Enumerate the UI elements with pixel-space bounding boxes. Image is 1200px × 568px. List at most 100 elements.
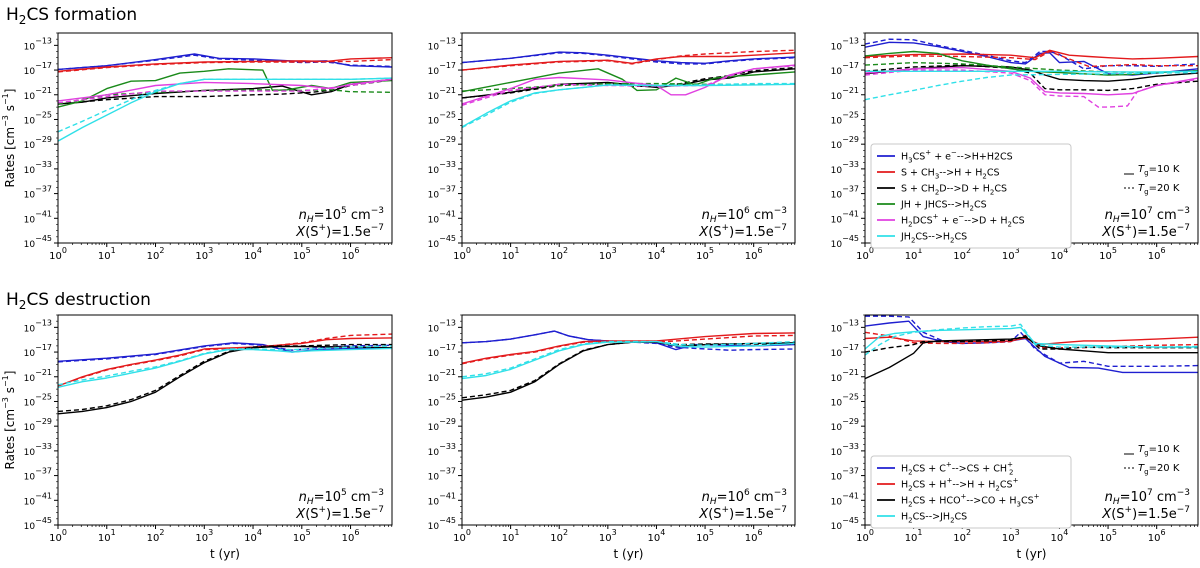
series-line-red-solid bbox=[462, 332, 795, 364]
y-axis-label: Rates [cm−3 s−1] bbox=[1, 89, 17, 188]
series-line-black-solid bbox=[462, 341, 795, 401]
y-tick-label: 10−21 bbox=[428, 86, 456, 102]
abundance-annotation: X(S+)=1.5e−7 bbox=[295, 505, 384, 522]
density-annotation: nH=106 cm−3 bbox=[702, 488, 787, 507]
y-tick-label: 10−13 bbox=[831, 36, 859, 52]
series-line-green-solid bbox=[865, 50, 1198, 76]
temp-legend-label: Tg=20 K bbox=[1138, 183, 1180, 196]
x-tick-label: 105 bbox=[1099, 246, 1117, 262]
series-line-green-dashed bbox=[58, 89, 392, 105]
y-tick-label: 10−17 bbox=[24, 61, 52, 77]
series-line-cyan-solid bbox=[462, 340, 795, 380]
x-tick-label: 100 bbox=[453, 528, 471, 544]
series-line-black-solid bbox=[865, 64, 1198, 82]
series-line-magenta-solid bbox=[462, 64, 795, 105]
series-group bbox=[462, 330, 795, 401]
legend-label: S + CH3-->H + H2CS bbox=[901, 168, 1000, 181]
x-axis-label: t (yr) bbox=[210, 547, 240, 561]
x-tick-label: 106 bbox=[745, 246, 763, 262]
y-axis-label: Rates [cm−3 s−1] bbox=[1, 371, 17, 470]
reaction-legend: H3CS+ + e−-->H+H2CS S + CH3-->H + H2CS S +… bbox=[870, 143, 1072, 249]
series-group bbox=[865, 38, 1198, 108]
legend-box bbox=[870, 455, 1072, 529]
x-axis-label: t (yr) bbox=[614, 547, 644, 561]
y-tick-label: 10−41 bbox=[428, 209, 456, 225]
formation-section-title: H2CS formation bbox=[6, 5, 137, 27]
y-tick-label: 10−37 bbox=[428, 185, 456, 201]
series-line-red-solid bbox=[865, 336, 1198, 346]
series-line-blue-dashed bbox=[462, 330, 795, 351]
temp-legend-label: Tg=20 K bbox=[1138, 463, 1180, 476]
chart-panel-5: 100 101 102 103 104 105 106 10−13 10−17 10−21 10−2… bbox=[428, 314, 796, 561]
series-line-cyan-dashed bbox=[462, 82, 795, 129]
y-tick-label: 10−33 bbox=[428, 442, 456, 458]
x-tick-label: 105 bbox=[293, 246, 311, 262]
density-annotation: nH=105 cm−3 bbox=[299, 488, 384, 507]
x-tick-label: 104 bbox=[244, 246, 262, 262]
y-tick-label: 10−29 bbox=[831, 135, 859, 151]
chart-panel-3: 10010110210310410510610−1310−1710−2110−2… bbox=[831, 32, 1199, 262]
x-tick-label: 100 bbox=[856, 246, 874, 262]
x-tick-label: 104 bbox=[1051, 528, 1069, 544]
y-tick-label: 10−13 bbox=[428, 36, 456, 52]
x-tick-label: 102 bbox=[550, 246, 568, 262]
y-tick-label: 10−13 bbox=[428, 318, 456, 334]
y-tick-label: 10−41 bbox=[24, 209, 52, 225]
x-tick-label: 106 bbox=[342, 528, 360, 544]
y-tick-label: 10−29 bbox=[831, 417, 859, 433]
series-line-blue-dashed bbox=[462, 52, 795, 65]
legend-label: S + CH2D-->D + H2CS bbox=[901, 184, 1007, 197]
y-tick-label: 10−45 bbox=[24, 516, 52, 532]
temp-legend-label: Tg=10 K bbox=[1138, 444, 1180, 457]
y-tick-label: 10−37 bbox=[831, 185, 859, 201]
x-tick-label: 105 bbox=[696, 528, 714, 544]
series-line-magenta-dashed bbox=[865, 69, 1198, 108]
y-tick-label: 10−37 bbox=[831, 467, 859, 483]
x-tick-label: 102 bbox=[550, 528, 568, 544]
series-line-cyan-dashed bbox=[462, 340, 795, 378]
x-tick-label: 103 bbox=[599, 528, 617, 544]
x-tick-label: 101 bbox=[98, 246, 116, 262]
y-tick-label: 10−41 bbox=[428, 491, 456, 507]
abundance-annotation: X(S+)=1.5e−7 bbox=[1101, 505, 1190, 522]
chart-panel-2: 100 101 102 103 104 105 106 10−13 10−17 10−21 10−2… bbox=[428, 32, 796, 262]
x-tick-label: 100 bbox=[49, 246, 67, 262]
series-line-black-dashed bbox=[58, 343, 392, 413]
chart-panel-1: 100 101 102 103 104 105 106 10−13 10−17 10−21 10−2… bbox=[1, 32, 393, 262]
x-tick-label: 102 bbox=[147, 528, 165, 544]
x-tick-label: 101 bbox=[502, 246, 520, 262]
y-tick-label: 10−29 bbox=[428, 135, 456, 151]
x-tick-label: 104 bbox=[244, 528, 262, 544]
y-tick-label: 10−25 bbox=[428, 110, 456, 126]
y-tick-label: 10−21 bbox=[428, 368, 456, 384]
x-tick-label: 100 bbox=[856, 528, 874, 544]
x-tick-label: 104 bbox=[648, 528, 666, 544]
x-tick-label: 105 bbox=[1099, 528, 1117, 544]
series-line-black-solid bbox=[58, 345, 392, 415]
y-tick-label: 10−33 bbox=[831, 442, 859, 458]
x-axis-label: t (yr) bbox=[1017, 547, 1047, 561]
x-tick-label: 106 bbox=[1148, 528, 1166, 544]
series-line-red-solid bbox=[462, 52, 795, 71]
density-annotation: nH=105 cm−3 bbox=[299, 206, 384, 225]
x-tick-label: 102 bbox=[147, 246, 165, 262]
legend-label: H2CS + H+-->H + H2CS+ bbox=[901, 477, 1019, 493]
temp-legend-label: Tg=10 K bbox=[1138, 164, 1180, 177]
series-line-black-solid bbox=[865, 336, 1198, 380]
destruction-section-title: H2CS destruction bbox=[6, 290, 151, 312]
series-line-red-solid bbox=[865, 49, 1198, 60]
series-group bbox=[462, 49, 795, 129]
y-tick-label: 10−21 bbox=[831, 368, 859, 384]
x-tick-label: 106 bbox=[342, 246, 360, 262]
x-tick-label: 104 bbox=[648, 246, 666, 262]
y-tick-label: 10−21 bbox=[24, 368, 52, 384]
series-line-black-dashed bbox=[865, 64, 1198, 92]
x-tick-label: 101 bbox=[905, 528, 923, 544]
y-tick-label: 10−17 bbox=[831, 343, 859, 359]
y-tick-label: 10−33 bbox=[831, 160, 859, 176]
series-line-magenta-dashed bbox=[462, 65, 795, 106]
legend-label: JH + JHCS-->H2CS bbox=[900, 200, 987, 213]
series-line-cyan-solid bbox=[865, 326, 1198, 350]
series-group bbox=[865, 315, 1198, 380]
